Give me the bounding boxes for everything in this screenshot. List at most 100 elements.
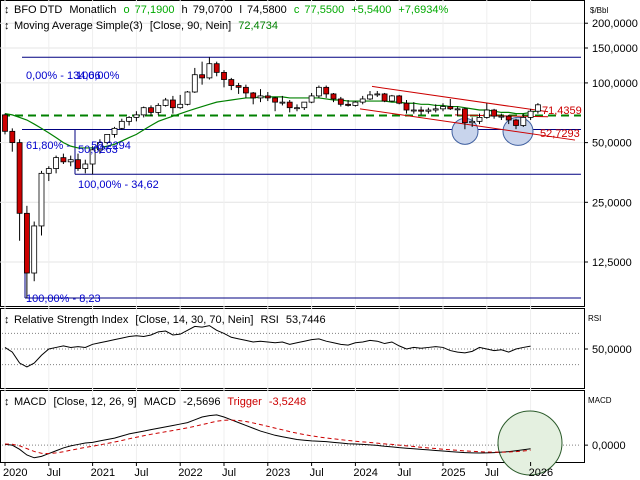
ma-value: 72,4734: [238, 20, 278, 32]
candle-up: [410, 109, 417, 112]
rsi-name: RSI: [261, 314, 279, 326]
fibonacci-labels: 0,00% - 134,66 100,00% 61,80% - 58,2294 …: [26, 70, 159, 305]
candle-down: [148, 107, 154, 113]
candle-down: [381, 93, 388, 102]
price-tick-label: 50,0000: [592, 138, 632, 150]
grid-layer: [0, 0, 584, 462]
candle-up: [177, 103, 184, 109]
fibo-mid-label: 61,80% - 58,2294: [26, 140, 131, 152]
candle-down: [330, 93, 337, 100]
candle-down: [491, 109, 498, 117]
candle-down: [461, 108, 468, 124]
rsi-value: 53,7446: [286, 314, 326, 326]
candle-up: [359, 98, 366, 103]
candle-down: [447, 106, 454, 110]
open-prefix: o: [123, 4, 129, 16]
candle-down: [169, 99, 176, 109]
channel-upper-line: [371, 85, 549, 113]
candle-down: [396, 95, 403, 104]
candles-layer: [2, 57, 541, 299]
macd-arrow-icon: ↕: [4, 396, 10, 408]
ma-params: [Close, 90, Nein]: [150, 20, 231, 32]
last-price-label: 71,4359: [542, 105, 582, 117]
candle-up: [67, 159, 74, 163]
candle-up: [89, 149, 96, 165]
svg-text:MACD [Close, 12, 26, 9]: MACD [Close, 12, 26, 9] MACD -2,5696 Tri…: [14, 396, 306, 408]
fibo-top-label: 0,00% - 134,66: [26, 70, 101, 82]
rsi-header: ↕ Relative Strength Index [Close, 14, 30…: [4, 314, 601, 326]
price-tick-label: 200,0000: [592, 18, 638, 30]
time-tick-label: Jul: [134, 467, 148, 479]
candle-down: [235, 85, 242, 88]
candle-up: [38, 172, 45, 227]
macd-params: [Close, 12, 26, 9]: [53, 396, 136, 408]
time-tick-label: Jul: [310, 467, 324, 479]
candle-down: [2, 114, 8, 132]
candle-down: [213, 63, 220, 73]
candle-up: [520, 117, 527, 126]
symbol-label: BFO DTD: [14, 4, 62, 16]
macd-label: MACD: [14, 396, 46, 408]
close-value: 77,5500: [304, 4, 344, 16]
macd-trigger-name: Trigger: [227, 396, 262, 408]
svg-text:Relative Strength Index: Relative Strength Index [Close, 14, 30, …: [14, 314, 326, 326]
header-arrow-icon: ↕: [4, 4, 10, 16]
candle-down: [286, 101, 293, 109]
candle-up: [126, 117, 132, 122]
candle-down: [242, 86, 249, 94]
rsi-arrow-icon: ↕: [4, 314, 10, 326]
candle-up: [374, 93, 381, 96]
fibo-low-label: 100,00% - 8,23: [26, 293, 101, 305]
candle-up: [53, 157, 59, 169]
candle-down: [23, 212, 30, 274]
macd-value: -2,5696: [183, 396, 220, 408]
candle-up: [483, 109, 490, 118]
candle-up: [279, 101, 286, 104]
high-prefix: h: [182, 4, 188, 16]
candle-down: [228, 79, 235, 86]
channel-low-label: 52,7293: [540, 128, 580, 140]
candle-up: [45, 168, 52, 174]
ma-label: Moving Average Simple(3): [14, 20, 143, 32]
price-tick-label: 25,0000: [592, 197, 632, 209]
price-tick-label: 12,5000: [592, 257, 632, 269]
rsi-tick-label: 50,0000: [592, 344, 632, 356]
macd-line: [4, 414, 531, 459]
candle-up: [31, 225, 38, 274]
time-tick-label: 2023: [266, 467, 290, 479]
macd-header: ↕ MACD [Close, 12, 26, 9] MACD -2,5696 T…: [4, 396, 612, 408]
close-prefix: c: [294, 4, 300, 16]
candle-up: [82, 163, 89, 169]
candle-up: [184, 91, 191, 105]
candle-up: [498, 115, 505, 118]
time-tick-label: Jul: [485, 467, 499, 479]
candle-up: [476, 117, 483, 122]
candle-down: [345, 103, 352, 106]
time-tick-label: 2022: [178, 467, 202, 479]
candle-up: [469, 120, 476, 124]
low-prefix: l: [240, 4, 242, 16]
candle-down: [221, 71, 227, 80]
candle-down: [505, 115, 512, 121]
time-tick-label: 2026: [529, 467, 553, 479]
time-tick-label: Jul: [397, 467, 411, 479]
macd-name: MACD: [144, 396, 176, 408]
candle-up: [367, 94, 373, 100]
fibo-mid-overlap-label: 50,0263: [78, 144, 118, 156]
fibo-top-overlap-label: 100,00%: [76, 70, 120, 82]
candle-up: [257, 95, 264, 99]
time-tick-label: Jul: [222, 467, 236, 479]
macd-trigger-value: -3,5248: [269, 396, 306, 408]
fibo-mid-value: 58,2294: [91, 140, 131, 152]
price-tick-label: 100,0000: [592, 78, 638, 90]
time-tick-label: 2021: [91, 467, 115, 479]
candle-down: [16, 142, 23, 214]
candle-up: [440, 106, 446, 110]
candle-down: [337, 98, 344, 105]
time-tick-label: 2020: [3, 467, 27, 479]
candle-up: [206, 63, 213, 79]
channel-lower-line: [359, 108, 576, 141]
macd-highlight-circle: [497, 410, 563, 476]
candle-up: [104, 134, 111, 144]
